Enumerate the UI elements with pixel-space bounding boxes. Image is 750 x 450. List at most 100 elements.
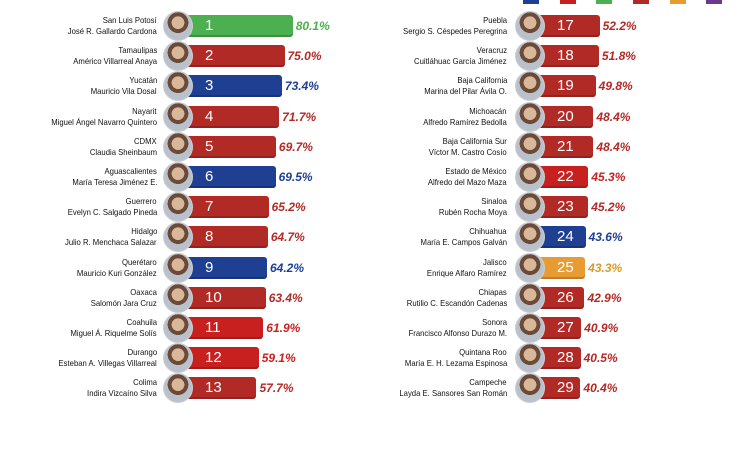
governor-photo	[515, 252, 545, 283]
approval-bar	[178, 135, 276, 158]
rank-label: 21	[557, 137, 574, 155]
approval-value-label: 63.4%	[268, 290, 303, 305]
approval-value-label: 49.8%	[598, 79, 633, 94]
rank-label: 26	[557, 288, 574, 306]
approval-bar	[530, 105, 594, 128]
governor-photo	[163, 373, 193, 404]
row-labels: Nayarit Miguel Ángel Navarro Quintero	[7, 102, 157, 132]
approval-value-label: 43.3%	[588, 260, 623, 275]
governor-row: Sinaloa Rubén Rocha Moya 23 45.2%	[0, 192, 750, 223]
row-labels: Veracruz Cuitláhuac García Jiménez	[357, 41, 507, 71]
governor-name: Sergio S. Céspedes Peregrina	[402, 26, 507, 36]
rank-label: 23	[557, 198, 574, 216]
governor-name: María E. Campos Galván	[420, 237, 507, 248]
governor-name: Evelyn C. Salgado Pineda	[67, 207, 157, 218]
approval-bar	[178, 256, 267, 279]
governor-photo	[515, 131, 545, 162]
governor-row: Guerrero Evelyn C. Salgado Pineda 7 65.2%	[0, 192, 750, 223]
approval-value-label: 64.7%	[270, 230, 305, 245]
governor-row: Tamaulipas Américo Villarreal Anaya 2 75.0%	[0, 41, 750, 72]
governor-name: Francisco Alfonso Durazo M.	[408, 328, 507, 338]
governor-photo	[515, 373, 545, 404]
state-name: Tamaulipas	[118, 45, 157, 56]
state-name: Veracruz	[476, 45, 507, 56]
row-labels: Michoacán Alfredo Ramírez Bedolla	[357, 102, 507, 132]
state-name: Baja California Sur	[442, 135, 507, 146]
governor-row: Chiapas Rutilio C. Escandón Cadenas 26 42.9…	[0, 282, 750, 313]
state-name: Hidalgo	[130, 226, 157, 237]
governor-row: Michoacán Alfredo Ramírez Bedolla 20 48.4%	[0, 101, 750, 132]
state-name: Sonora	[482, 317, 507, 327]
approval-bar	[178, 196, 269, 219]
governor-row: Colima Indira Vizcaíno Silva 13 57.7%	[0, 373, 750, 404]
row-labels: Durango Esteban A. Villegas Villarreal	[7, 343, 157, 373]
row-labels: CDMX Claudia Sheinbaum	[7, 132, 157, 162]
rank-label: 10	[205, 288, 222, 306]
legend-swatch	[596, 0, 612, 4]
approval-value-label: 45.3%	[591, 170, 626, 184]
governor-photo	[515, 101, 545, 132]
governor-name: Miguel Ángel Navarro Quintero	[51, 116, 157, 127]
governor-row: Durango Esteban A. Villegas Villarreal 12 5…	[0, 343, 750, 374]
governor-photo	[163, 162, 193, 192]
row-labels: San Luis Potosí José R. Gallardo Cardona	[7, 11, 157, 41]
row-labels: Tamaulipas Américo Villarreal Anaya	[7, 41, 157, 71]
legend-swatch	[633, 0, 649, 4]
approval-bar	[178, 15, 293, 37]
governor-photo	[163, 282, 193, 313]
state-name: San Luis Potosí	[103, 15, 157, 25]
row-labels: Baja California Marina del Pilar Ávila O.	[357, 71, 507, 101]
approval-bar	[178, 45, 285, 68]
governor-photo	[163, 101, 193, 132]
state-name: Oaxaca	[130, 286, 157, 297]
legend-swatch	[523, 0, 539, 4]
rank-label: 18	[557, 47, 574, 65]
approval-value-label: 45.2%	[591, 200, 626, 215]
governor-name: Mauricio Vila Dosal	[91, 86, 157, 97]
governor-photo	[515, 313, 545, 343]
rank-label: 3	[205, 77, 214, 95]
approval-bar	[178, 377, 257, 400]
approval-value-label: 48.4%	[596, 139, 631, 154]
governor-row: Baja California Sur Víctor M. Castro Cosí…	[0, 131, 750, 162]
approval-bar	[530, 45, 599, 68]
state-name: Durango	[127, 347, 157, 358]
governor-row: Estado de México Alfredo del Mazo Maza 22 4…	[0, 162, 750, 192]
state-name: Aguascalientes	[104, 166, 157, 176]
governor-row: Aguascalientes María Teresa Jiménez E. 6 69…	[0, 162, 750, 192]
approval-bar	[178, 75, 282, 98]
row-labels: Hidalgo Julio R. Menchaca Salazar	[7, 222, 157, 252]
row-labels: Querétaro Mauricio Kuri González	[7, 253, 157, 283]
governor-name: Layda E. Sansores San Román	[399, 388, 507, 399]
row-labels: Aguascalientes María Teresa Jiménez E.	[7, 162, 157, 192]
governor-photo	[163, 252, 193, 283]
rank-label: 29	[557, 379, 574, 397]
state-name: Baja California	[456, 75, 507, 86]
approval-bar	[178, 226, 268, 249]
approval-value-label: 40.5%	[583, 351, 618, 366]
approval-value-label: 48.4%	[596, 109, 631, 124]
governor-row: Veracruz Cuitláhuac García Jiménez 18 51.8%	[0, 41, 750, 72]
governor-row: Coahuila Miguel Á. Riquelme Solís 11 61.9%	[0, 313, 750, 343]
row-labels: Yucatán Mauricio Vila Dosal	[7, 71, 157, 101]
governor-photo	[515, 192, 545, 223]
governor-photo	[163, 192, 193, 223]
rank-label: 2	[205, 47, 214, 65]
legend-swatch	[706, 0, 722, 4]
rank-label: 7	[205, 198, 214, 216]
governor-row: Hidalgo Julio R. Menchaca Salazar 8 64.7%	[0, 222, 750, 253]
governor-photo	[163, 313, 193, 343]
row-labels: Guerrero Evelyn C. Salgado Pineda	[7, 192, 157, 222]
governor-photo	[163, 343, 193, 374]
governor-name: Claudia Sheinbaum	[89, 146, 157, 157]
rank-label: 28	[557, 349, 574, 367]
approval-value-label: 61.9%	[266, 321, 301, 335]
state-name: Michoacán	[469, 105, 507, 116]
approval-bar	[178, 347, 259, 370]
governor-row: Querétaro Mauricio Kuri González 9 64.2%	[0, 252, 750, 283]
governor-name: Miguel Á. Riquelme Solís	[70, 328, 157, 338]
approval-value-label: 52.2%	[602, 19, 637, 33]
approval-bar	[178, 166, 276, 188]
rank-label: 12	[205, 349, 222, 367]
governor-name: Salomón Jara Cruz	[91, 297, 157, 308]
